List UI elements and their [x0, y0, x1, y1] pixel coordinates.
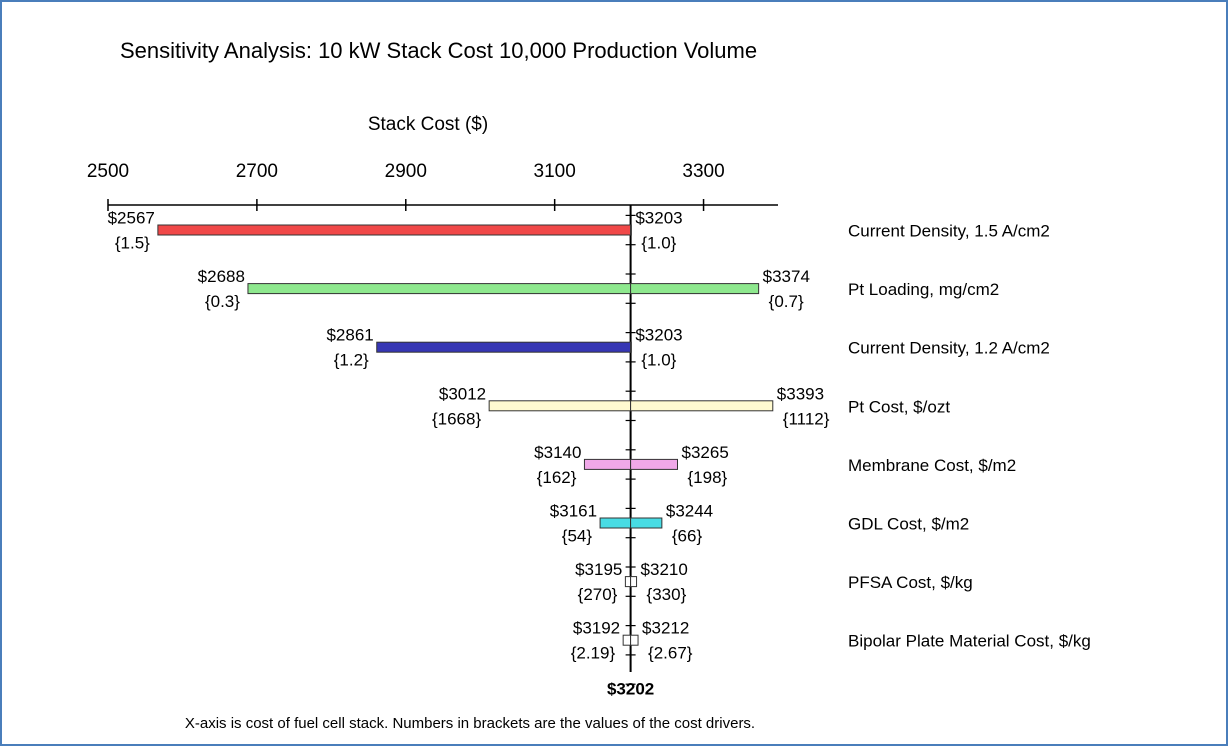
category-label: PFSA Cost, $/kg	[848, 573, 973, 592]
x-tick-label: 2500	[87, 161, 129, 182]
high-driver: {2.67}	[648, 644, 693, 663]
bar-high	[630, 224, 632, 236]
bar-low	[488, 400, 632, 412]
high-driver: {198}	[688, 468, 728, 487]
high-label: $3203	[635, 208, 682, 227]
low-driver: {0.3}	[205, 292, 240, 311]
low-label: $2567	[108, 208, 155, 227]
category-label: Pt Loading, mg/cm2	[848, 280, 999, 299]
high-driver: {66}	[672, 526, 703, 545]
category-label: Current Density, 1.2 A/cm2	[848, 339, 1050, 358]
low-driver: {54}	[562, 526, 593, 545]
x-tick-label: 2700	[236, 161, 278, 182]
footnote: X-axis is cost of fuel cell stack. Numbe…	[185, 715, 755, 732]
high-driver: {1.0}	[641, 233, 676, 252]
chart-title: Sensitivity Analysis: 10 kW Stack Cost 1…	[120, 38, 757, 63]
bar-low	[599, 517, 632, 529]
high-label: $3210	[641, 560, 688, 579]
high-label: $3265	[682, 443, 729, 462]
high-driver: {0.7}	[769, 292, 804, 311]
bar-high	[630, 458, 678, 470]
high-driver: {1.0}	[641, 351, 676, 370]
high-label: $3393	[777, 384, 824, 403]
low-driver: {1.2}	[334, 351, 369, 370]
low-driver: {2.19}	[571, 644, 616, 663]
bar-high	[630, 634, 639, 646]
low-label: $3140	[534, 443, 581, 462]
high-label: $3212	[642, 619, 689, 638]
bar-low	[376, 341, 632, 353]
high-driver: {1112}	[783, 409, 830, 428]
low-label: $3192	[573, 619, 620, 638]
bar-high	[630, 283, 760, 295]
bar-high	[630, 576, 638, 588]
bar-high	[630, 341, 632, 353]
low-label: $2688	[198, 267, 245, 286]
x-tick-label: 2900	[385, 161, 427, 182]
category-label: Membrane Cost, $/m2	[848, 456, 1016, 475]
category-label: Current Density, 1.5 A/cm2	[848, 221, 1050, 240]
high-label: $3244	[666, 501, 713, 520]
low-driver: {270}	[578, 585, 618, 604]
high-label: $3203	[635, 326, 682, 345]
bar-low	[247, 283, 632, 295]
bar-low	[157, 224, 632, 236]
x-tick-label: 3100	[534, 161, 576, 182]
category-label: Bipolar Plate Material Cost, $/kg	[848, 632, 1091, 651]
base-label: $3202	[607, 679, 654, 698]
high-label: $3374	[763, 267, 810, 286]
category-label: Pt Cost, $/ozt	[848, 397, 950, 416]
low-label: $3161	[550, 501, 597, 520]
bar-high	[630, 517, 663, 529]
category-label: GDL Cost, $/m2	[848, 514, 969, 533]
x-tick-label: 3300	[682, 161, 724, 182]
low-label: $3012	[439, 384, 486, 403]
bar-low	[624, 576, 632, 588]
bar-low	[622, 634, 632, 646]
high-driver: {330}	[647, 585, 687, 604]
low-label: $3195	[575, 560, 622, 579]
low-label: $2861	[326, 326, 373, 345]
low-driver: {1.5}	[115, 233, 150, 252]
x-axis-label: Stack Cost ($)	[368, 114, 488, 135]
low-driver: {162}	[537, 468, 577, 487]
bar-high	[630, 400, 774, 412]
low-driver: {1668}	[432, 409, 481, 428]
bar-low	[583, 458, 632, 470]
